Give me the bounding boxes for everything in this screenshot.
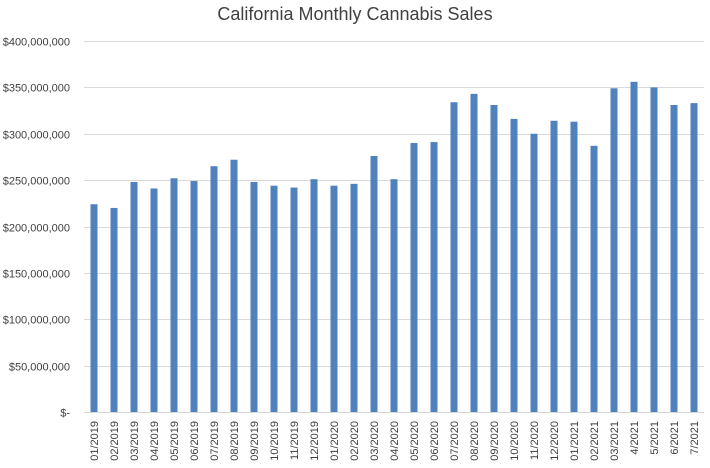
bar (150, 188, 158, 412)
bar (230, 159, 238, 412)
bar (450, 102, 458, 412)
bar (330, 185, 338, 412)
y-tick-label: $350,000,000 (3, 83, 70, 95)
bar (630, 81, 638, 412)
bar (510, 118, 518, 412)
y-tick-label: $400,000,000 (3, 37, 70, 49)
bar (570, 121, 578, 412)
x-tick-label: 12/2019 (309, 421, 321, 461)
y-tick-label: $100,000,000 (3, 315, 70, 327)
bar (430, 142, 438, 412)
x-tick-label: 5/2021 (649, 421, 661, 455)
x-tick-label: 02/2019 (109, 421, 121, 461)
x-tick-label: 08/2019 (229, 421, 241, 461)
x-tick-label: 07/2020 (449, 421, 461, 461)
bar (530, 133, 538, 412)
y-tick-label: $- (60, 408, 70, 420)
x-tick-label: 12/2020 (549, 421, 561, 461)
bar (350, 183, 358, 412)
bar (390, 179, 398, 412)
y-tick-label: $150,000,000 (3, 269, 70, 281)
x-axis-ticks: 01/2019 02/2019 03/2019 04/2019 05/2019 06/20… (89, 421, 701, 461)
x-tick-label: 7/2021 (689, 421, 701, 455)
bar (550, 120, 558, 412)
bar (610, 88, 618, 413)
x-tick-label: 05/2019 (169, 421, 181, 461)
x-tick-label: 10/2020 (509, 421, 521, 461)
x-tick-label: 02/2021 (589, 421, 601, 461)
chart-title: California Monthly Cannabis Sales (217, 4, 493, 24)
x-tick-label: 05/2020 (409, 421, 421, 461)
y-tick-label: $200,000,000 (3, 223, 70, 235)
x-tick-label: 03/2021 (609, 421, 621, 461)
bar (690, 103, 698, 412)
bar (370, 156, 378, 412)
y-tick-label: $300,000,000 (3, 130, 70, 142)
y-tick-label: $50,000,000 (9, 362, 70, 374)
x-tick-label: 02/2020 (349, 421, 361, 461)
bars (90, 81, 698, 413)
bar (190, 181, 198, 412)
x-tick-label: 03/2019 (129, 421, 141, 461)
x-tick-label: 07/2019 (209, 421, 221, 461)
x-tick-label: 01/2021 (569, 421, 581, 461)
bar (650, 87, 658, 413)
y-axis-ticks: $- $50,000,000 $100,000,000 $150,000,000 $20… (3, 37, 71, 420)
x-tick-label: 04/2020 (389, 421, 401, 461)
bar (90, 204, 98, 412)
bar (130, 181, 138, 412)
x-tick-label: 6/2021 (669, 421, 681, 455)
bar (210, 166, 218, 412)
x-tick-label: 4/2021 (629, 421, 641, 455)
bar (290, 187, 298, 412)
x-tick-label: 10/2019 (269, 421, 281, 461)
x-tick-label: 09/2019 (249, 421, 261, 461)
bar (470, 93, 478, 413)
x-tick-label: 11/2020 (529, 421, 541, 460)
x-tick-label: 03/2020 (369, 421, 381, 461)
bar (490, 105, 498, 412)
x-tick-label: 08/2020 (469, 421, 481, 461)
x-tick-label: 01/2020 (329, 421, 341, 461)
x-tick-label: 09/2020 (489, 421, 501, 461)
bar (310, 179, 318, 412)
bar (250, 181, 258, 412)
bar (670, 105, 678, 412)
x-tick-label: 06/2019 (189, 421, 201, 461)
x-tick-label: 06/2020 (429, 421, 441, 461)
bar (110, 207, 118, 412)
bar (590, 145, 598, 412)
y-tick-label: $250,000,000 (3, 176, 70, 188)
bar (270, 185, 278, 412)
x-tick-label: 01/2019 (89, 421, 101, 461)
x-tick-label: 11/2019 (289, 421, 301, 460)
bar (410, 143, 418, 412)
bar (170, 178, 178, 412)
x-tick-label: 04/2019 (149, 421, 161, 461)
